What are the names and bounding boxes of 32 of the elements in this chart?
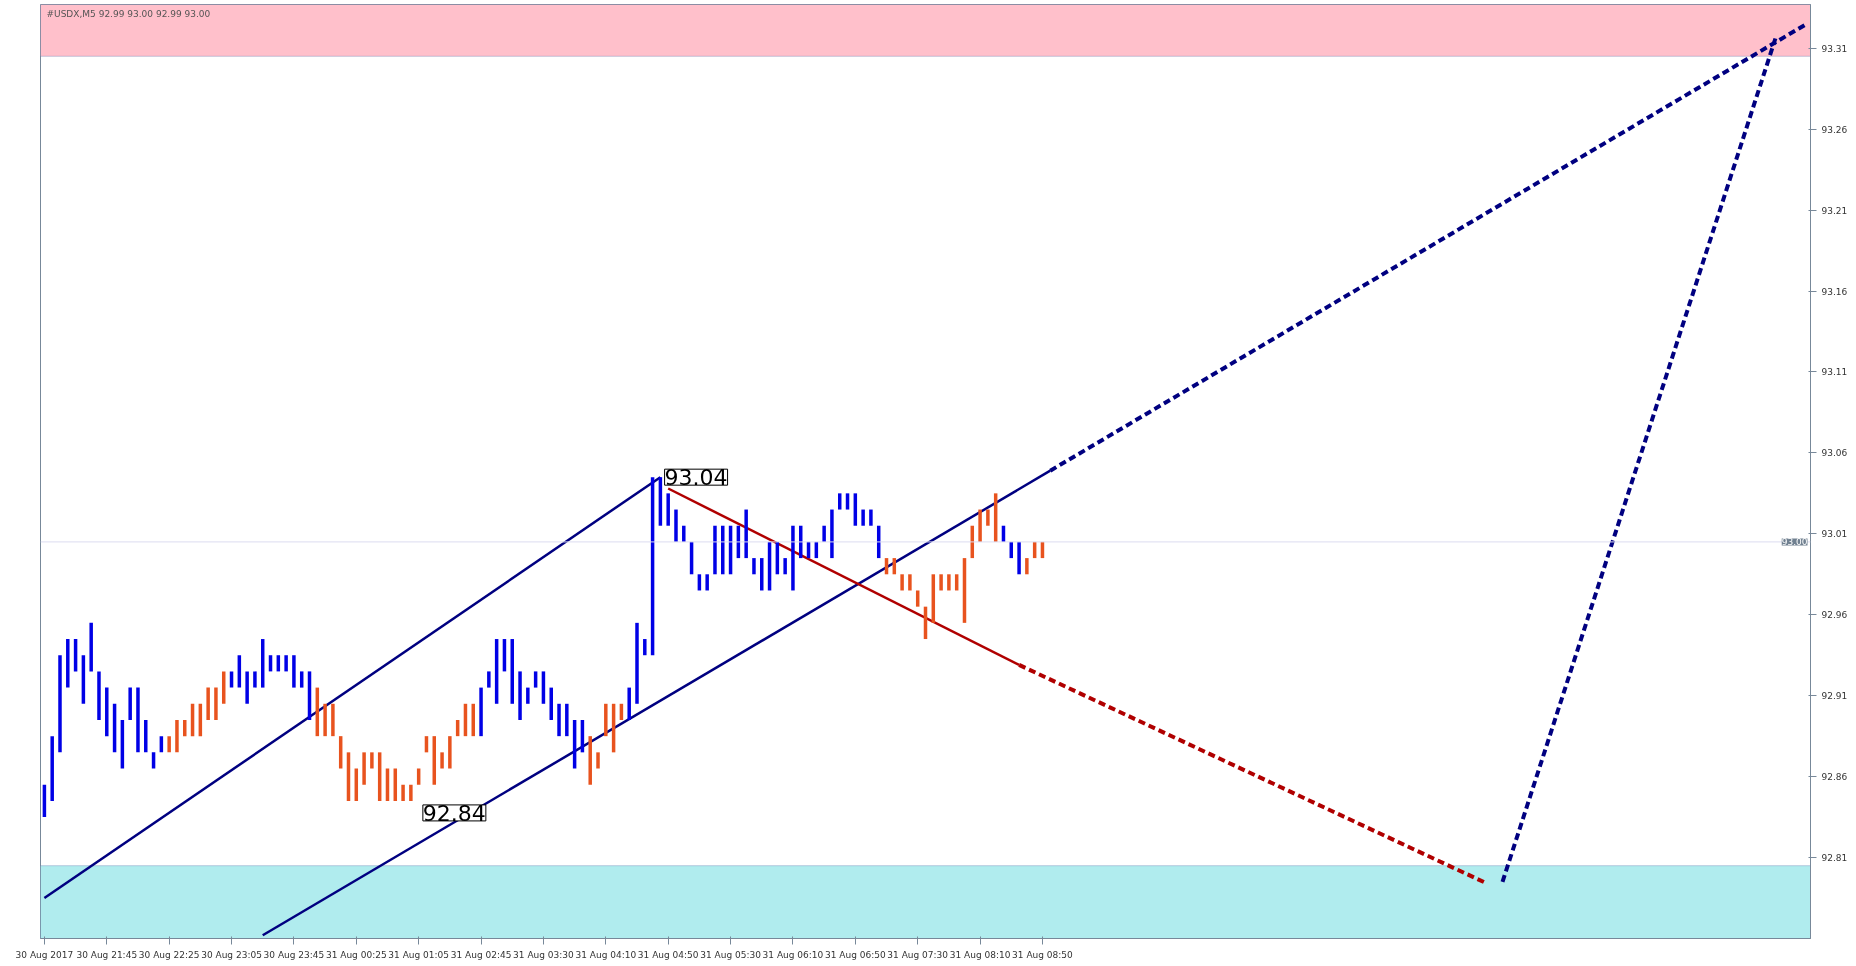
y-tick-label: 92.91 bbox=[1821, 691, 1848, 702]
y-tick-label: 93.06 bbox=[1821, 448, 1848, 459]
x-tick-label: 31 Aug 06:50 bbox=[824, 949, 886, 960]
x-tick-label: 30 Aug 21:45 bbox=[76, 949, 138, 960]
ref-line-label: 93.00 bbox=[1781, 537, 1808, 548]
y-tick-label: 93.11 bbox=[1821, 367, 1848, 378]
y-tick-label: 93.16 bbox=[1821, 286, 1848, 297]
y-tick-label: 92.81 bbox=[1821, 853, 1848, 864]
x-tick-label: 31 Aug 04:50 bbox=[637, 949, 699, 960]
y-tick-label: 92.86 bbox=[1821, 772, 1848, 783]
x-tick-label: 31 Aug 07:30 bbox=[887, 949, 949, 960]
y-tick-label: 92.96 bbox=[1821, 610, 1848, 621]
x-tick-label: 31 Aug 08:50 bbox=[1012, 949, 1074, 960]
y-tick-label: 93.21 bbox=[1821, 205, 1848, 216]
x-tick-label: 31 Aug 06:10 bbox=[762, 949, 824, 960]
y-tick-label: 93.01 bbox=[1821, 529, 1848, 540]
x-tick-label: 30 Aug 23:45 bbox=[263, 949, 325, 960]
x-tick-label: 31 Aug 01:05 bbox=[388, 949, 450, 960]
x-tick-label: 31 Aug 08:10 bbox=[949, 949, 1011, 960]
y-tick-label: 93.26 bbox=[1821, 124, 1848, 135]
x-tick-label: 31 Aug 02:45 bbox=[450, 949, 512, 960]
x-tick-label: 31 Aug 03:30 bbox=[513, 949, 575, 960]
x-tick-label: 31 Aug 05:30 bbox=[700, 949, 762, 960]
annotation: #USDX,M5 92.99 93.00 92.99 93.00 bbox=[46, 8, 211, 19]
annotation: 92.84 bbox=[422, 800, 486, 826]
x-tick-label: 31 Aug 04:10 bbox=[575, 949, 637, 960]
x-tick-label: 31 Aug 00:25 bbox=[325, 949, 387, 960]
x-tick-label: 30 Aug 2017 bbox=[15, 949, 74, 960]
annotation: 93.04 bbox=[664, 465, 728, 491]
y-tick-label: 93.31 bbox=[1821, 43, 1848, 54]
x-tick-label: 30 Aug 22:25 bbox=[138, 949, 200, 960]
x-tick-label: 30 Aug 23:05 bbox=[201, 949, 262, 960]
